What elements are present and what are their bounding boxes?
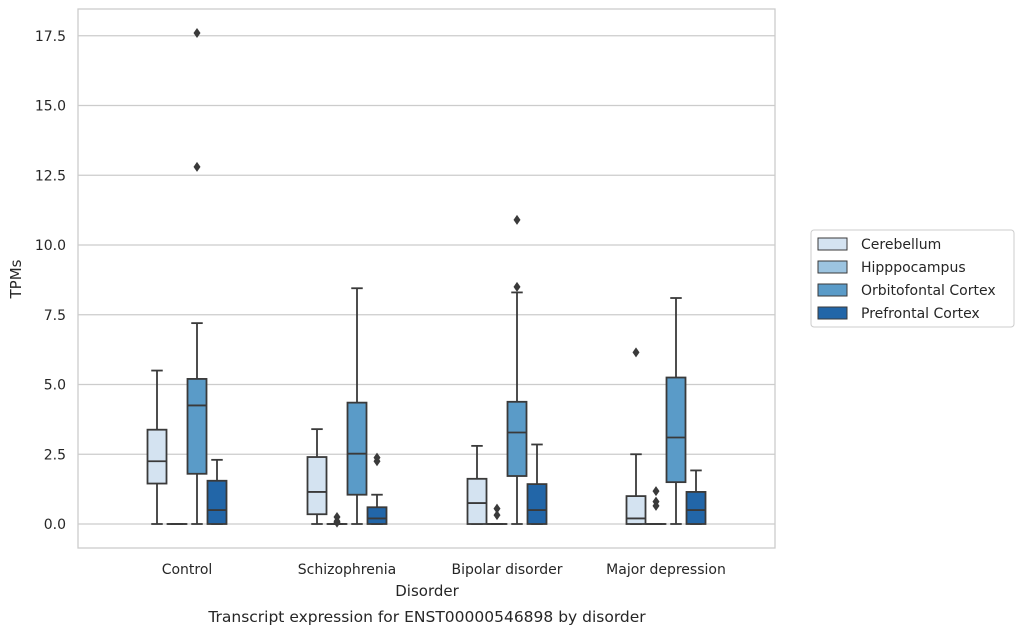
legend-label: Prefrontal Cortex: [861, 306, 980, 322]
box-body: [685, 491, 707, 525]
outlier-point: [513, 214, 521, 225]
legend-frame: [810, 229, 1015, 328]
box-prefrontal-cortex: [366, 452, 388, 525]
outlier-point: [652, 486, 660, 497]
y-tick-label: 10.0: [35, 238, 66, 254]
box-body: [625, 495, 647, 525]
box-hipppocampus: [645, 486, 667, 525]
x-axis-title: Disorder: [395, 582, 459, 600]
box-body: [346, 401, 368, 496]
outlier-point: [493, 510, 501, 521]
y-tick-label: 2.5: [44, 447, 66, 463]
box-orbitofontal-cortex: [186, 27, 208, 525]
box-orbitofontal-cortex: [506, 214, 528, 525]
y-tick-label: 0.0: [44, 517, 66, 533]
box-body: [366, 506, 388, 525]
box-body: [186, 378, 208, 475]
outlier-point: [333, 517, 341, 528]
legend: Cerebellum Hipppocampus Orbitofontal Corte…: [810, 229, 1015, 328]
x-tick-label: Schizophrenia: [298, 562, 396, 578]
plot-frame: [77, 8, 776, 549]
box-body: [146, 428, 168, 485]
box-body: [665, 376, 687, 484]
box-body: [206, 479, 228, 525]
legend-label: Hipppocampus: [861, 260, 966, 276]
x-axis-ticks: Control Schizophrenia Bipolar disorder Majo…: [162, 562, 726, 578]
x-tick-label: Bipolar disorder: [451, 562, 562, 578]
y-axis-title: TPMs: [7, 259, 25, 299]
y-tick-label: 17.5: [35, 29, 66, 45]
box-body: [506, 400, 528, 477]
box-prefrontal-cortex: [526, 443, 548, 525]
box-prefrontal-cortex: [685, 469, 707, 525]
outlier-point: [193, 161, 201, 172]
legend-swatch: [817, 306, 848, 320]
y-tick-label: 12.5: [35, 168, 66, 184]
outlier-point: [632, 347, 640, 358]
x-tick-label: Major depression: [606, 562, 726, 578]
y-axis-ticks: 0.0 2.5 5.0 7.5 10.0 12.5 15.0 17.5: [35, 29, 66, 533]
box-body: [526, 483, 548, 525]
box-prefrontal-cortex: [206, 458, 228, 525]
outlier-point: [193, 27, 201, 38]
outlier-point: [652, 500, 660, 511]
outlier-point: [513, 281, 521, 292]
plot-area: [146, 27, 707, 528]
x-tick-label: Control: [162, 562, 213, 578]
legend-swatch: [817, 283, 848, 297]
y-tick-label: 7.5: [44, 308, 66, 324]
legend-swatch: [817, 260, 848, 274]
legend-label: Orbitofontal Cortex: [861, 283, 996, 299]
box-cerebellum: [306, 428, 328, 525]
box-cerebellum: [146, 369, 168, 525]
box-cerebellum: [625, 347, 647, 525]
chart-caption: Transcript expression for ENST0000054689…: [207, 608, 646, 626]
legend-swatch: [817, 237, 848, 251]
y-tick-label: 5.0: [44, 378, 66, 394]
box-orbitofontal-cortex: [346, 287, 368, 525]
box-hipppocampus: [326, 512, 348, 528]
y-tick-label: 15.0: [35, 99, 66, 115]
legend-label: Cerebellum: [861, 237, 941, 253]
box-body: [466, 477, 488, 525]
box-hipppocampus: [486, 503, 508, 525]
outlier-point: [493, 503, 501, 514]
box-cerebellum: [466, 444, 488, 525]
outlier-point: [373, 456, 381, 467]
box-body: [306, 456, 328, 516]
box-orbitofontal-cortex: [665, 297, 687, 525]
